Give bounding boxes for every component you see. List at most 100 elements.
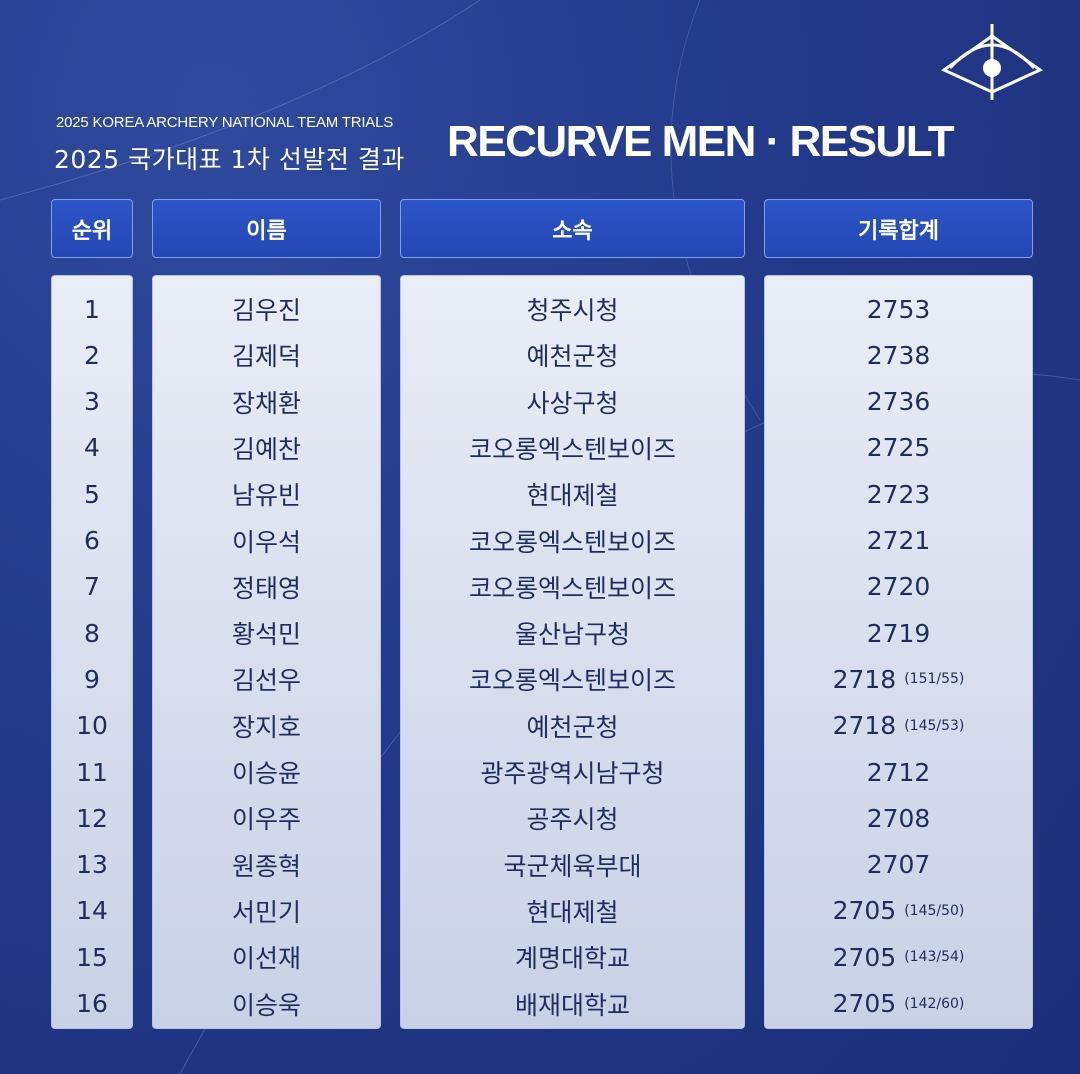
table-cell-rank: 3	[52, 379, 132, 425]
table-cell-team: 코오롱엑스텐보이즈	[401, 425, 744, 471]
score-text: 2725	[866, 433, 931, 463]
name-text: 장지호	[231, 712, 301, 742]
header-rank: 순위	[51, 199, 133, 258]
rank-text: 13	[76, 850, 108, 880]
name-text: 이승윤	[231, 759, 301, 788]
team-text: 공주시청	[526, 805, 619, 835]
team-text: 사상구청	[526, 388, 619, 418]
table-cell-name: 원종혁	[153, 842, 380, 888]
rank-text: 11	[76, 757, 108, 787]
rank-text: 16	[76, 989, 108, 1018]
score-text: 2719	[866, 618, 931, 648]
score-text: 2753	[866, 294, 931, 324]
table-cell-score: 2708	[765, 795, 1032, 841]
table-cell-name: 서민기	[153, 888, 380, 934]
rank-text: 6	[84, 526, 100, 555]
table-cell-rank: 15	[52, 934, 132, 980]
table-cell-name: 황석민	[153, 610, 380, 656]
team-text: 현대제철	[526, 897, 619, 927]
rank-text: 3	[84, 387, 100, 417]
table-cell-name: 이우석	[153, 518, 380, 564]
table-cell-rank: 11	[52, 749, 132, 795]
table-cell-score: 2738	[765, 332, 1032, 378]
table-cell-score: 2720	[765, 564, 1032, 610]
table-cell-rank: 5	[52, 471, 132, 517]
tiebreak-text: (143/54)	[904, 949, 965, 966]
rank-text: 15	[76, 942, 108, 972]
table-cell-rank: 8	[52, 610, 132, 656]
team-text: 계명대학교	[514, 944, 630, 974]
table-cell-rank: 9	[52, 656, 132, 702]
team-text: 국군체육부대	[503, 851, 642, 881]
team-column: 청주시청 예천군청 사상구청 코오롱엑스텐보이즈 현대제철 코오롱엑스텐보이즈 코오롱엑스텐…	[400, 275, 745, 1029]
score-text: 2705	[832, 896, 897, 926]
tiebreak-text: (145/50)	[904, 902, 965, 919]
table-cell-name: 장지호	[153, 703, 380, 749]
tiebreak-text: (151/55)	[904, 671, 965, 688]
archery-logo-icon	[941, 24, 1043, 100]
team-text: 현대제철	[526, 481, 619, 511]
name-text: 서민기	[231, 897, 301, 927]
score-column: 2753 2738 2736 2725 2723 2721 2720 2719 2718 (151…	[764, 275, 1033, 1029]
header-score: 기록합계	[764, 199, 1033, 258]
rank-column: 1 2 3 4 5 6 7 8 9 10 11 12 13 14 15 16	[51, 275, 133, 1029]
table-cell-name: 정태영	[153, 564, 380, 610]
name-text: 황석민	[231, 620, 301, 650]
table-cell-name: 남유빈	[153, 471, 380, 517]
team-text: 청주시청	[526, 296, 619, 325]
name-text: 이선재	[231, 944, 301, 974]
name-text: 김제덕	[231, 342, 301, 372]
table-cell-name: 김예찬	[153, 425, 380, 471]
table-cell-rank: 1	[52, 286, 132, 332]
tiebreak-text: (145/53)	[904, 717, 965, 734]
background-arc	[0, 0, 481, 201]
table-cell-rank: 12	[52, 795, 132, 841]
table-cell-score: 2721	[765, 518, 1032, 564]
table-cell-team: 광주광역시남구청	[401, 749, 744, 795]
table-cell-rank: 16	[52, 981, 132, 1027]
score-text: 2712	[866, 757, 931, 787]
score-text: 2736	[866, 387, 931, 417]
team-text: 울산남구청	[514, 620, 630, 650]
rank-text: 5	[84, 479, 100, 509]
table-cell-team: 코오롱엑스텐보이즈	[401, 518, 744, 564]
table-cell-score: 2712	[765, 749, 1032, 795]
score-text: 2705	[832, 989, 897, 1018]
name-text: 이승욱	[231, 990, 301, 1020]
name-column: 김우진 김제덕 장채환 김예찬 남유빈 이우석 정태영 황석민 김선우 장지호 이승윤 이우주 원종혁 서…	[152, 275, 381, 1029]
rank-text: 1	[84, 294, 100, 324]
score-text: 2718	[832, 664, 897, 694]
team-text: 배재대학교	[514, 990, 630, 1020]
name-text: 정태영	[231, 573, 301, 603]
score-text: 2721	[866, 526, 931, 555]
table-cell-name: 이선재	[153, 934, 380, 980]
table-cell-team: 청주시청	[401, 286, 744, 332]
table-cell-team: 현대제철	[401, 888, 744, 934]
rank-text: 10	[76, 711, 108, 741]
rank-text: 2	[84, 340, 100, 370]
table-cell-team: 코오롱엑스텐보이즈	[401, 656, 744, 702]
score-text: 2718	[832, 711, 897, 741]
table-cell-name: 김우진	[153, 286, 380, 332]
rank-text: 9	[84, 664, 100, 694]
table-cell-team: 예천군청	[401, 703, 744, 749]
name-text: 이우주	[231, 805, 301, 835]
table-cell-team: 현대제철	[401, 471, 744, 517]
name-text: 김예찬	[231, 434, 301, 464]
rank-text: 7	[84, 572, 100, 602]
table-cell-team: 코오롱엑스텐보이즈	[401, 564, 744, 610]
team-text: 예천군청	[526, 342, 619, 372]
table-cell-rank: 10	[52, 703, 132, 749]
table-cell-score: 2723	[765, 471, 1032, 517]
table-cell-name: 이승윤	[153, 749, 380, 795]
table-cell-rank: 6	[52, 518, 132, 564]
table-cell-score: 2705 (142/60)	[765, 981, 1032, 1027]
team-text: 광주광역시남구청	[480, 759, 665, 788]
table-cell-name: 김선우	[153, 656, 380, 702]
table-cell-rank: 7	[52, 564, 132, 610]
table-cell-team: 배재대학교	[401, 981, 744, 1027]
table-cell-team: 예천군청	[401, 332, 744, 378]
name-text: 김우진	[231, 296, 301, 325]
team-text: 코오롱엑스텐보이즈	[468, 527, 676, 557]
table-cell-team: 사상구청	[401, 379, 744, 425]
